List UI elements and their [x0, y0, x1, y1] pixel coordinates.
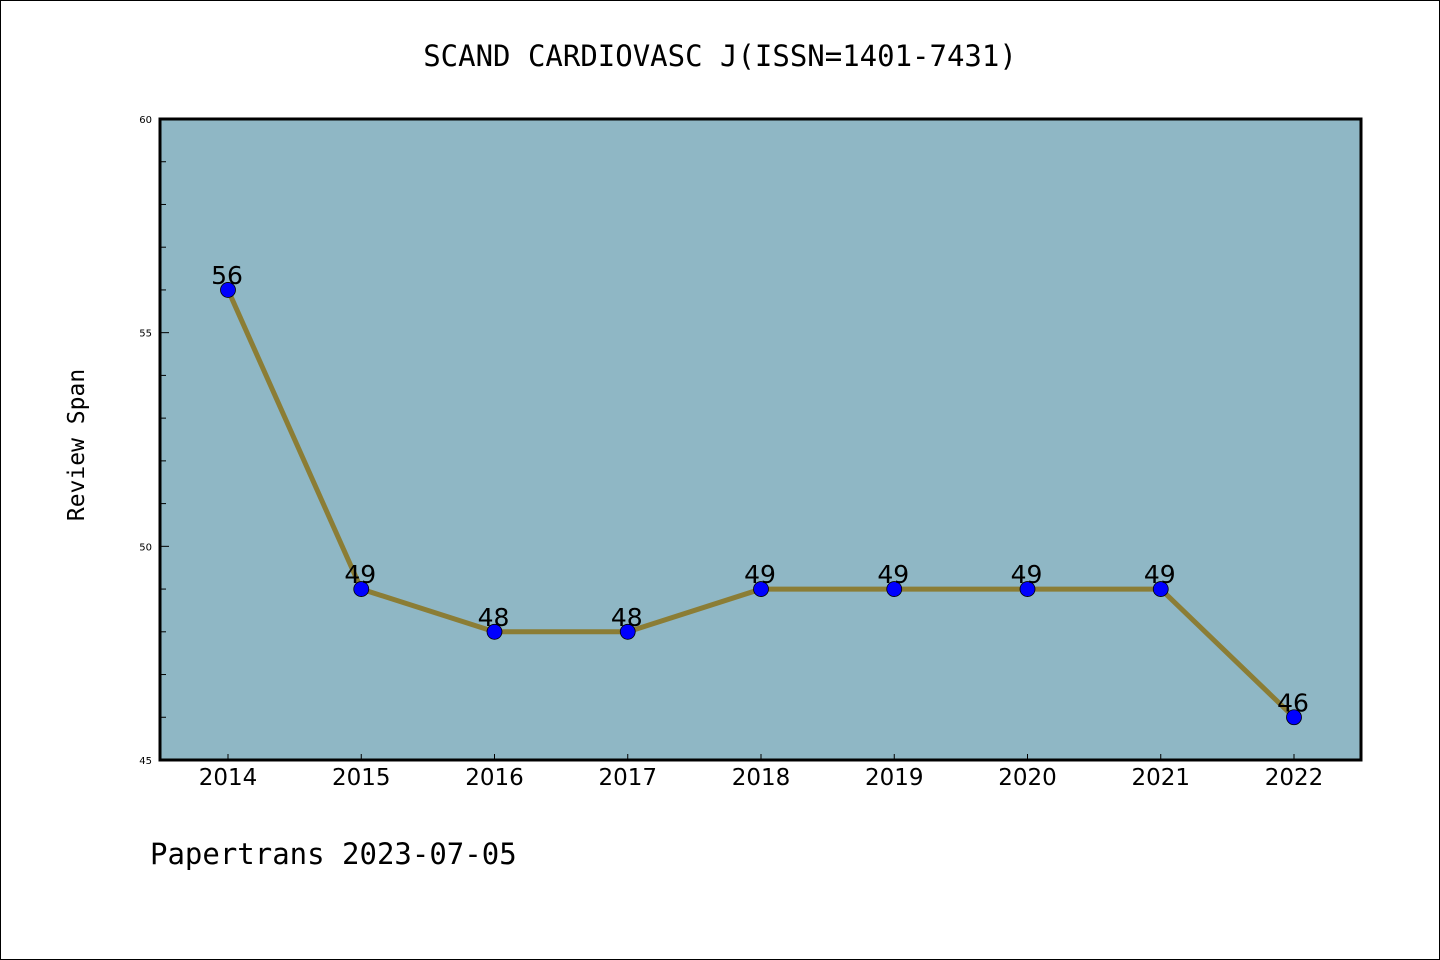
x-tick-label: 2020	[998, 765, 1057, 791]
data-labels-layer: 56 49 48 48 49 49 49 49 46	[211, 261, 1309, 717]
plot-area	[160, 119, 1361, 760]
data-point	[353, 581, 370, 597]
x-tick-label: 2021	[1131, 765, 1190, 791]
data-label: 49	[344, 560, 376, 589]
data-label: 46	[1277, 688, 1309, 717]
data-point	[619, 623, 636, 640]
footer-credit: Papertrans 2023-07-05	[150, 837, 517, 871]
data-label: 49	[1144, 560, 1176, 589]
y-axis-label: Review Span	[64, 369, 90, 521]
data-point	[1286, 709, 1302, 726]
data-point	[1152, 581, 1169, 597]
plot-border	[158, 117, 1363, 762]
data-label: 49	[1011, 560, 1043, 589]
x-tick-label: 2019	[865, 765, 924, 791]
y-tick-label: 50	[139, 542, 152, 553]
series-layer	[220, 282, 1302, 726]
x-tick-label: 2014	[199, 765, 258, 791]
data-label: 56	[211, 261, 243, 290]
data-label: 49	[877, 560, 909, 589]
data-point	[886, 581, 903, 597]
data-point	[486, 623, 503, 640]
x-tick-label: 2018	[732, 765, 791, 791]
x-tick-label: 2022	[1265, 765, 1324, 791]
data-point	[220, 282, 236, 298]
x-tick-label: 2017	[598, 765, 657, 791]
data-label: 49	[744, 560, 776, 589]
data-point	[753, 581, 769, 597]
data-label: 48	[611, 603, 643, 632]
data-point	[1019, 581, 1036, 597]
x-axis-ticks: 2014 2015 2016 2017 2018 2019 2020 2021 2022	[199, 754, 1324, 791]
y-tick-label: 45	[139, 756, 152, 767]
x-tick-label: 2016	[465, 765, 524, 791]
x-tick-label: 2015	[332, 765, 391, 791]
data-label: 48	[478, 603, 510, 632]
chart-title: SCAND CARDIOVASC J(ISSN=1401-7431)	[423, 39, 1017, 73]
y-tick-label: 60	[139, 115, 152, 126]
y-tick-label: 55	[139, 329, 152, 340]
